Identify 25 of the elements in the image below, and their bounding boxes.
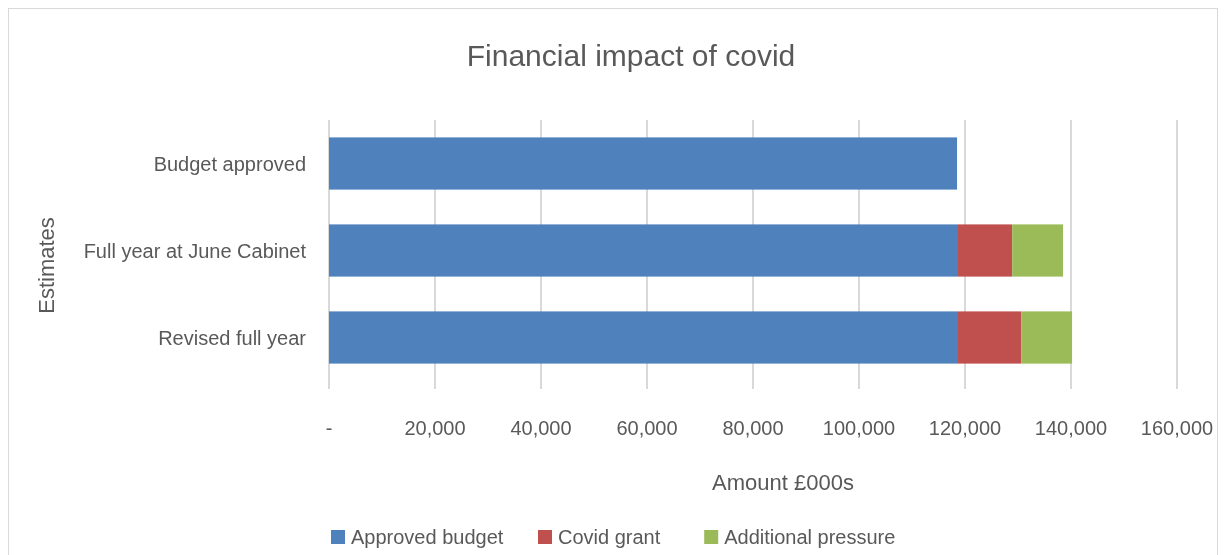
x-tick-label: 80,000 <box>722 417 784 439</box>
x-axis-title: Amount £000s <box>712 470 854 495</box>
legend-label: Approved budget <box>351 526 504 548</box>
bar <box>1021 311 1073 364</box>
y-tick-label: Full year at June Cabinet <box>83 239 307 262</box>
x-tick-label: 20,000 <box>404 417 466 439</box>
legend-label: Covid grant <box>558 526 661 548</box>
bar <box>1012 224 1064 277</box>
x-tick-label: 100,000 <box>822 417 896 439</box>
y-axis-title: Estimates <box>34 217 59 314</box>
x-tick-label: 140,000 <box>1034 417 1108 439</box>
bar <box>329 224 958 277</box>
x-tick-label: 160,000 <box>1140 417 1214 439</box>
x-tick-label: 40,000 <box>510 417 572 439</box>
bar <box>957 311 1022 364</box>
bar <box>957 224 1013 277</box>
bar <box>329 137 958 190</box>
legend-label: Additional pressure <box>724 526 896 548</box>
x-tick-label: 60,000 <box>616 417 678 439</box>
chart-title: Financial impact of covid <box>466 39 796 72</box>
bar <box>329 311 958 364</box>
y-tick-label: Budget approved <box>153 152 306 175</box>
x-tick-label: - <box>325 417 333 439</box>
y-tick-label: Revised full year <box>158 326 307 349</box>
x-tick-label: 120,000 <box>928 417 1002 439</box>
